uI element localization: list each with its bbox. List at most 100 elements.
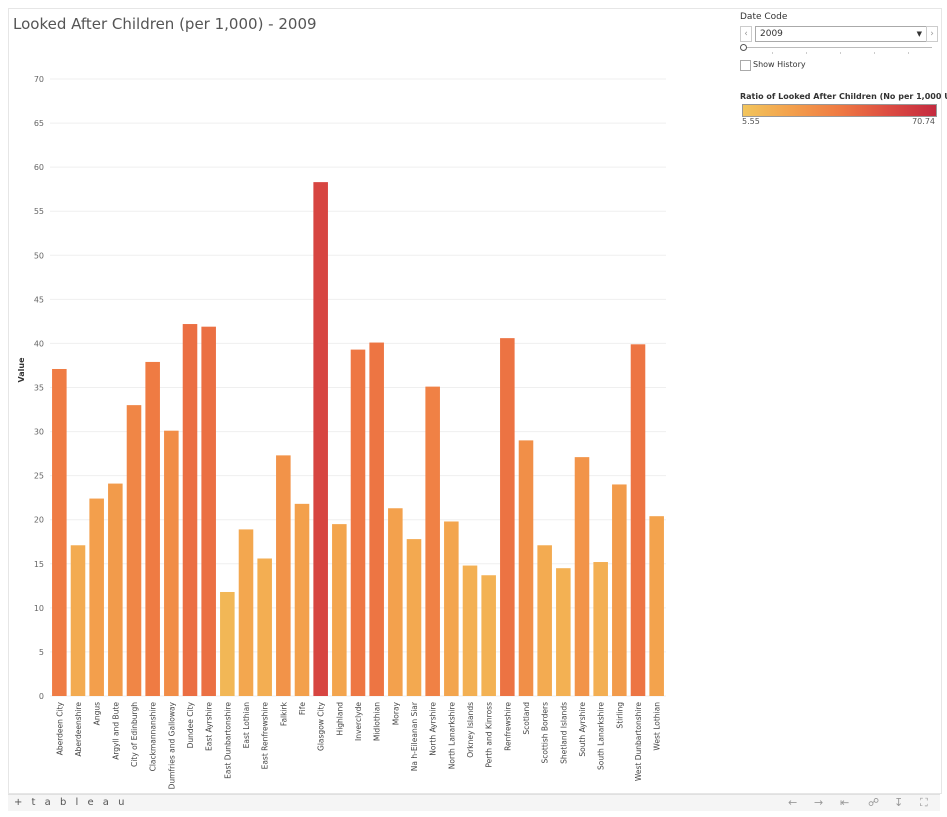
x-tick-label: Inverclyde (354, 702, 363, 741)
bar (388, 508, 403, 696)
x-tick-label: Dumfries and Galloway (167, 701, 176, 789)
y-axis-label: Value (17, 357, 26, 383)
show-history-checkbox[interactable] (740, 60, 751, 71)
date-slider-track[interactable] (742, 47, 932, 48)
x-tick-label: East Dunbartonshire (223, 702, 232, 779)
y-tick-label: 5 (39, 648, 44, 657)
x-tick-label: Clackmannanshire (149, 702, 158, 772)
bar (425, 386, 440, 696)
bar (630, 344, 646, 696)
y-tick-label: 70 (34, 75, 44, 84)
x-tick-label: East Renfrewshire (261, 702, 270, 770)
slider-tick (840, 52, 841, 54)
x-tick-label: Renfrewshire (503, 702, 512, 751)
bar (481, 575, 496, 696)
bar (500, 338, 515, 696)
show-history-label: Show History (753, 60, 806, 69)
tableau-toolbar: + t a b l e a u ← → ⇤ ☍ ↧ ⛶ (8, 794, 940, 811)
bar (257, 558, 272, 696)
y-tick-label: 65 (34, 119, 44, 128)
x-tick-label: Aberdeen City (55, 701, 64, 755)
slider-tick (806, 52, 807, 54)
y-tick-label: 10 (34, 604, 44, 613)
x-tick-label: Stirling (615, 702, 624, 729)
next-value-button[interactable]: › (926, 26, 938, 42)
x-tick-label: East Ayrshire (205, 702, 214, 751)
x-tick-label: West Lothian (653, 702, 662, 751)
y-tick-label: 35 (34, 384, 44, 393)
redo-icon[interactable]: → (814, 796, 824, 809)
x-tick-label: Scotland (522, 702, 531, 735)
share-icon[interactable]: ☍ (868, 796, 880, 809)
bar (350, 349, 366, 696)
date-slider-handle[interactable] (740, 44, 747, 51)
x-tick-label: Moray (391, 701, 400, 725)
x-tick-label: Argyll and Bute (111, 702, 120, 760)
bar (406, 539, 422, 696)
bar (462, 565, 478, 696)
x-tick-label: North Ayrshire (429, 702, 438, 756)
bar (201, 326, 216, 696)
slider-tick (908, 52, 909, 54)
date-code-filter: ‹ 2009 ▼ › (740, 26, 940, 42)
y-tick-label: 60 (34, 163, 44, 172)
bar (518, 440, 534, 696)
date-code-label: Date Code (740, 12, 788, 22)
x-tick-label: Na h-Eileanan Siar (410, 701, 419, 771)
revert-icon[interactable]: ⇤ (840, 796, 850, 809)
x-tick-label: Fife (298, 702, 307, 715)
bar (182, 324, 198, 696)
color-legend-min: 5.55 (742, 117, 760, 126)
bar (126, 405, 142, 696)
x-tick-label: Dundee City (186, 701, 195, 748)
caret-down-icon: ▼ (916, 30, 922, 38)
y-tick-label: 30 (34, 428, 44, 437)
x-axis-ticks: Aberdeen City Aberdeenshire Angus Argyll an… (55, 701, 661, 789)
bar (574, 457, 590, 696)
bar (276, 455, 291, 696)
bar (593, 562, 608, 696)
filter-panel: Date Code ‹ 2009 ▼ › Show History Ratio … (740, 12, 947, 126)
slider-tick (772, 52, 773, 54)
bar (313, 182, 328, 696)
bar (537, 545, 552, 696)
x-tick-label: Perth and Kinross (485, 702, 494, 768)
bar (649, 516, 664, 696)
bar (369, 342, 384, 696)
tableau-logo: + t a b l e a u (14, 797, 128, 808)
bar (220, 591, 235, 696)
bar (108, 483, 123, 696)
x-tick-label: South Lanarkshire (597, 702, 606, 770)
chevron-left-icon: ‹ (744, 29, 748, 39)
y-tick-label: 20 (34, 516, 44, 525)
color-legend-gradient (742, 104, 937, 117)
x-tick-label: Angus (93, 702, 102, 725)
color-legend-max: 70.74 (912, 117, 935, 126)
fullscreen-icon[interactable]: ⛶ (920, 796, 928, 809)
y-tick-label: 40 (34, 339, 44, 348)
date-code-selected-value: 2009 (760, 29, 783, 39)
y-tick-label: 0 (39, 692, 44, 701)
previous-value-button[interactable]: ‹ (740, 26, 752, 42)
y-tick-label: 45 (34, 295, 44, 304)
bars (52, 182, 664, 696)
x-tick-label: City of Edinburgh (130, 702, 139, 767)
bar (238, 529, 254, 696)
bar (612, 484, 627, 696)
chevron-right-icon: › (930, 29, 934, 39)
undo-icon[interactable]: ← (788, 796, 798, 809)
x-tick-label: Glasgow City (317, 701, 326, 751)
x-tick-label: East Lothian (242, 702, 251, 749)
bar (164, 430, 179, 696)
x-tick-label: Orkney Islands (466, 702, 475, 758)
x-tick-label: Falkirk (279, 701, 288, 726)
download-icon[interactable]: ↧ (894, 796, 904, 809)
bar (332, 524, 347, 696)
x-tick-label: Shetland Islands (559, 702, 568, 764)
date-code-select[interactable]: 2009 ▼ (755, 26, 927, 42)
bar (556, 568, 571, 696)
bar (70, 545, 86, 696)
x-tick-label: West Dunbartonshire (634, 702, 643, 781)
color-legend-title: Ratio of Looked After Children (No per 1… (740, 92, 947, 101)
chart-title: Looked After Children (per 1,000) - 2009 (13, 15, 317, 33)
